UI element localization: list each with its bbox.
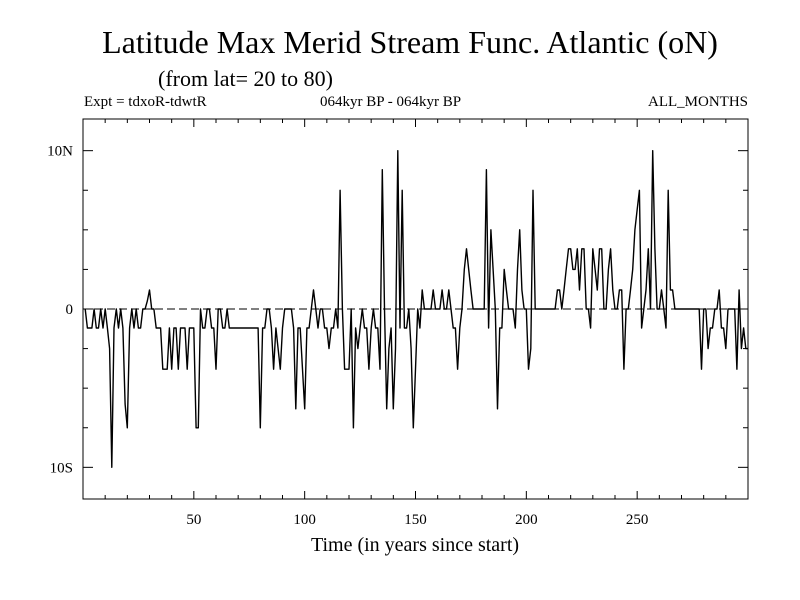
x-tick-label: 150 [404, 512, 427, 528]
chart-title: Latitude Max Merid Stream Func. Atlantic… [102, 24, 718, 60]
chart-subtitle: (from lat= 20 to 80) [158, 66, 333, 91]
y-tick-label: 10S [50, 460, 73, 476]
x-tick-label: 50 [186, 512, 201, 528]
x-tick-label: 250 [626, 512, 649, 528]
axis-ticks [83, 119, 748, 499]
y-tick-label: 0 [66, 302, 74, 318]
x-axis-label: Time (in years since start) [310, 534, 520, 556]
x-tick-label: 100 [293, 512, 316, 528]
experiment-label: Expt = tdxoR-tdwtR [84, 94, 207, 110]
tick-labels: 50 100 150 200 250 10N 0 10S [47, 144, 648, 528]
months-label: ALL_MONTHS [648, 94, 748, 110]
y-tick-label: 10N [47, 144, 73, 160]
period-label: 064kyr BP - 064kyr BP [320, 94, 462, 110]
x-tick-label: 200 [515, 512, 538, 528]
series-line [84, 150, 748, 468]
